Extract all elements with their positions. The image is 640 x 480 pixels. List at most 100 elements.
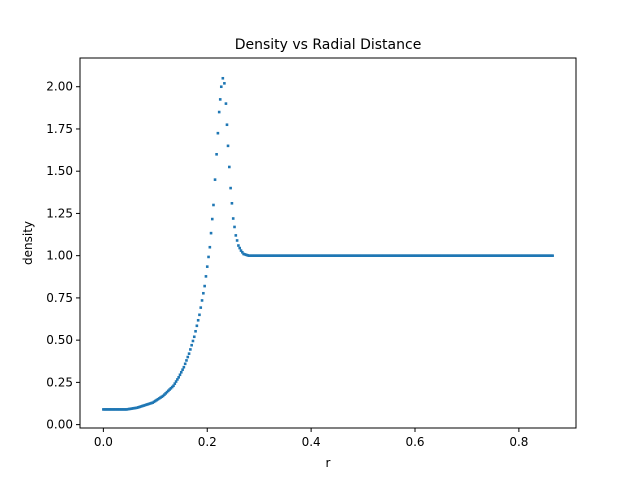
x-tick-label: 0.2	[198, 435, 217, 449]
data-point	[357, 254, 361, 257]
data-point	[398, 254, 401, 257]
data-point	[455, 254, 458, 257]
data-point	[294, 254, 297, 257]
data-point	[230, 202, 234, 205]
data-point	[111, 408, 114, 411]
data-point	[501, 254, 505, 257]
data-point	[444, 254, 448, 257]
data-point	[351, 254, 354, 257]
data-point	[109, 408, 113, 411]
data-point	[210, 217, 214, 221]
data-point	[205, 265, 209, 268]
data-point	[178, 373, 182, 377]
data-point	[426, 254, 430, 257]
data-point	[237, 244, 240, 247]
data-point	[182, 365, 186, 369]
data-point	[179, 370, 183, 374]
data-point	[213, 178, 217, 181]
data-point	[190, 343, 193, 347]
data-point	[208, 245, 212, 249]
data-point	[409, 254, 413, 257]
data-point	[172, 384, 175, 388]
data-point	[189, 348, 192, 351]
chart-title: Density vs Radial Distance	[235, 37, 422, 53]
data-point	[317, 254, 321, 257]
y-tick-label: 0.00	[46, 418, 73, 432]
data-point	[196, 318, 200, 322]
x-tick-label: 0.0	[94, 435, 113, 449]
data-point	[186, 355, 190, 359]
y-tick-label: 0.25	[46, 375, 73, 389]
data-point	[217, 110, 221, 114]
y-tick-label: 2.00	[46, 80, 73, 94]
data-point	[431, 254, 435, 257]
data-point	[173, 382, 177, 385]
data-point	[238, 246, 242, 250]
data-point	[183, 362, 187, 366]
data-point	[195, 324, 199, 328]
data-point	[191, 339, 195, 343]
data-point	[116, 408, 120, 411]
data-point	[112, 408, 116, 411]
data-point	[241, 250, 244, 254]
data-point	[472, 254, 475, 257]
data-point	[212, 203, 215, 207]
data-point	[461, 254, 465, 257]
data-point	[192, 335, 196, 339]
data-point	[194, 329, 197, 333]
y-axis-label: density	[21, 221, 35, 265]
y-tick-label: 1.00	[46, 249, 73, 263]
data-point	[334, 254, 338, 257]
data-point	[414, 254, 418, 257]
data-point	[102, 408, 105, 411]
data-point	[231, 217, 235, 220]
data-point	[339, 254, 343, 257]
data-point	[490, 254, 493, 257]
data-point	[202, 291, 205, 295]
data-point	[199, 306, 203, 309]
data-point	[224, 102, 228, 105]
data-point	[225, 123, 229, 127]
data-point	[117, 408, 121, 411]
data-points	[102, 76, 554, 411]
y-tick-label: 1.50	[46, 164, 73, 178]
data-point	[177, 376, 180, 379]
data-point	[386, 254, 390, 257]
data-point	[203, 284, 206, 288]
data-point	[218, 98, 222, 101]
data-point	[277, 254, 280, 257]
data-point	[115, 408, 118, 411]
data-point	[551, 254, 554, 257]
data-point	[438, 254, 441, 257]
axes-frame	[79, 57, 577, 429]
data-point	[235, 239, 239, 242]
data-point	[185, 359, 188, 362]
y-tick-label: 1.25	[46, 206, 73, 220]
data-point	[466, 254, 470, 257]
data-point	[391, 254, 395, 257]
data-point	[226, 144, 230, 148]
data-point	[174, 380, 178, 383]
data-point	[204, 275, 208, 278]
data-point	[543, 254, 547, 257]
data-point	[374, 254, 378, 257]
x-tick-label: 0.6	[405, 435, 424, 449]
data-point	[329, 254, 332, 257]
data-point	[215, 153, 218, 156]
data-point	[104, 408, 108, 411]
data-point	[209, 231, 213, 235]
data-point	[223, 82, 226, 85]
x-tick-label: 0.4	[302, 435, 321, 449]
data-point	[282, 254, 286, 257]
data-point	[176, 378, 179, 381]
data-point	[198, 313, 201, 317]
data-point	[234, 234, 238, 237]
data-point	[369, 254, 373, 257]
data-point	[485, 254, 488, 257]
data-point	[322, 254, 326, 257]
data-point	[311, 254, 314, 257]
x-axis: 0.0 0.2 0.4 0.6 0.8	[94, 428, 528, 449]
data-point	[221, 76, 225, 80]
data-point	[200, 299, 204, 302]
